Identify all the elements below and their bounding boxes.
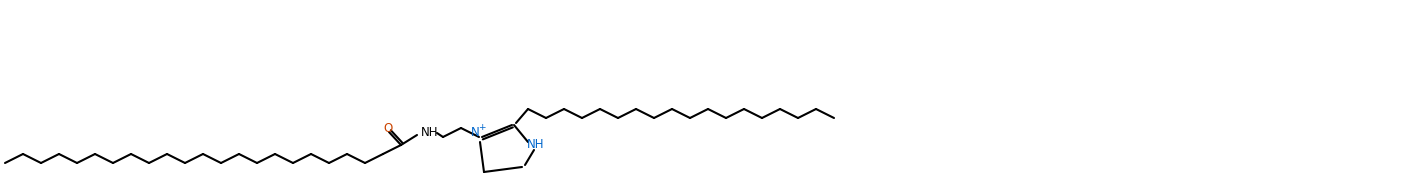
Text: NH: NH (527, 139, 544, 152)
Text: +: + (479, 123, 486, 131)
Text: O: O (384, 122, 392, 135)
Text: N: N (470, 126, 479, 140)
Text: NH: NH (421, 125, 439, 139)
